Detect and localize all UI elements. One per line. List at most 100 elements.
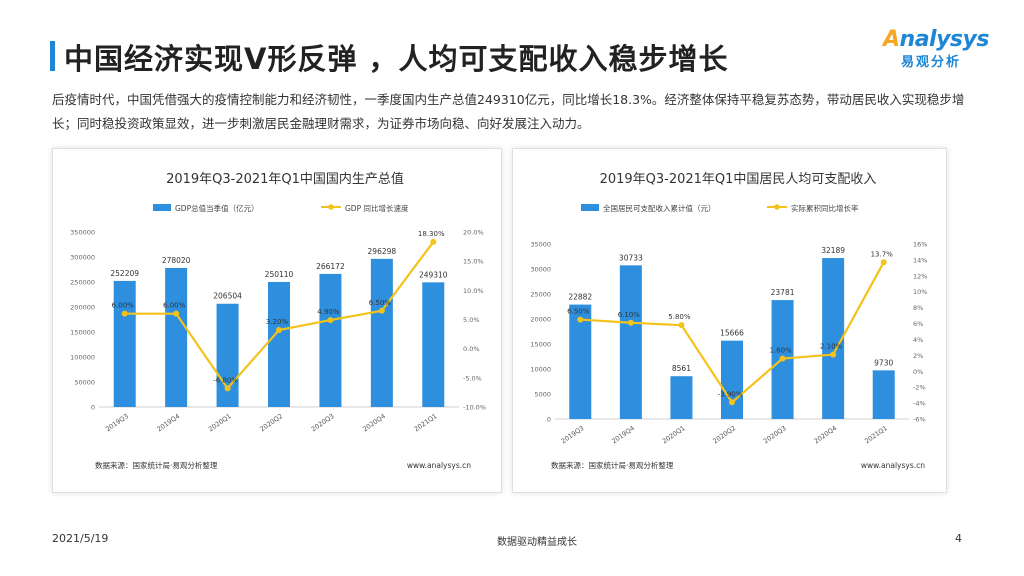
growth-value-label: 3.20%	[266, 318, 289, 326]
analysys-logo: Analysys 易观分析	[883, 27, 989, 71]
bar-value-label: 15666	[720, 329, 744, 338]
gdp-chart: 2019年Q3-2021年Q1中国国内生产总值 GDP总值当季值（亿元） GDP 同…	[70, 171, 486, 470]
growth-value-label: 5.80%	[668, 313, 691, 321]
y-right-tick-label: 5.0%	[463, 316, 480, 324]
income-chart-panel: 2019年Q3-2021年Q1中国居民人均可支配收入全国居民可支配收入累计值（元…	[512, 148, 947, 493]
legend-line-label: 实际累积同比增长率	[791, 203, 859, 213]
x-tick-label: 2019Q4	[156, 412, 182, 433]
bar-value-label: 9730	[874, 358, 893, 367]
y-left-tick-label: 30000	[530, 266, 551, 274]
y-right-tick-label: 8%	[913, 304, 923, 312]
y-left-tick-label: 20000	[530, 316, 551, 324]
bar-value-label: 250110	[265, 270, 294, 279]
growth-point	[430, 238, 437, 245]
bar	[216, 303, 239, 407]
chart-website: www.analysys.cn	[861, 461, 925, 470]
intro-paragraph: 后疫情时代，中国凭借强大的疫情控制能力和经济韧性，一季度国内生产总值249310…	[52, 92, 965, 131]
bar-value-label: 32189	[821, 246, 845, 255]
x-tick-label: 2019Q4	[610, 424, 636, 445]
x-tick-label: 2020Q4	[361, 412, 387, 433]
growth-point	[729, 399, 735, 406]
y-right-tick-label: 4%	[913, 336, 923, 344]
bar	[370, 258, 393, 407]
x-tick-label: 2021Q1	[863, 424, 889, 445]
x-tick-label: 2021Q1	[413, 412, 439, 433]
y-left-tick-label: 0	[91, 404, 95, 412]
bar-value-label: 30733	[619, 253, 643, 262]
y-right-tick-label: 14%	[913, 256, 927, 264]
growth-value-label: 6.00%	[163, 302, 186, 310]
growth-point	[577, 316, 584, 323]
legend-bar-label: 全国居民可支配收入累计值（元）	[603, 203, 716, 213]
bar-value-label: 296298	[368, 247, 397, 256]
chart-source: 数据来源：国家统计局·易观分析整理	[95, 460, 218, 470]
growth-value-label: 6.00%	[112, 302, 135, 310]
y-left-tick-label: 100000	[70, 354, 95, 362]
growth-point	[678, 322, 685, 329]
y-left-tick-label: 350000	[70, 229, 95, 237]
growth-point	[276, 327, 282, 333]
y-left-tick-label: 25000	[530, 291, 551, 299]
growth-point	[327, 317, 334, 324]
bar	[619, 265, 642, 419]
legend-bar-label: GDP总值当季值（亿元）	[175, 203, 259, 213]
y-left-tick-label: 200000	[70, 304, 95, 312]
growth-point	[627, 319, 634, 326]
bar	[113, 280, 136, 407]
footer-slogan: 数据驱动精益成长	[497, 537, 577, 548]
bar-value-label: 22882	[568, 293, 592, 302]
bar	[670, 376, 693, 419]
x-tick-label: 2020Q2	[258, 412, 284, 433]
growth-value-label: -3.90%	[718, 390, 743, 398]
gdp-chart-panel: 2019年Q3-2021年Q1中国国内生产总值 GDP总值当季值（亿元） GDP 同…	[52, 148, 502, 493]
y-left-tick-label: 10000	[530, 366, 551, 374]
y-right-tick-label: 10%	[913, 288, 927, 296]
x-tick-label: 2020Q1	[661, 424, 687, 445]
growth-point	[779, 355, 786, 362]
bar	[872, 370, 895, 419]
y-right-tick-label: -6%	[913, 416, 926, 424]
legend-bar-swatch	[581, 204, 599, 211]
y-right-tick-label: 15.0%	[463, 258, 484, 266]
growth-point	[880, 259, 887, 266]
y-left-tick-label: 5000	[534, 391, 551, 399]
chart-title: 2019年Q3-2021年Q1中国居民人均可支配收入	[600, 172, 877, 187]
x-tick-label: 2020Q2	[711, 424, 737, 445]
y-left-tick-label: 150000	[70, 329, 95, 337]
growth-point	[121, 310, 128, 317]
growth-value-label: 6.50%	[369, 299, 392, 307]
y-right-tick-label: -2%	[913, 384, 926, 392]
bar-value-label: 23781	[771, 288, 795, 297]
chart-source: 数据来源：国家统计局·易观分析整理	[551, 460, 674, 470]
y-right-tick-label: 2%	[913, 352, 923, 360]
growth-value-label: 18.30%	[418, 230, 445, 238]
y-right-tick-label: 20.0%	[463, 229, 484, 237]
y-right-tick-label: 16%	[913, 241, 927, 249]
bar-value-label: 249310	[419, 270, 448, 279]
growth-point	[830, 351, 837, 358]
y-right-tick-label: 10.0%	[463, 287, 484, 295]
bar	[165, 267, 188, 407]
y-right-tick-label: -10.0%	[463, 404, 486, 412]
page-number: 4	[955, 532, 962, 545]
growth-value-label: 1.60%	[769, 347, 792, 355]
growth-value-label: 2.10%	[820, 343, 843, 351]
x-tick-label: 2020Q3	[762, 424, 788, 445]
chart-title: 2019年Q3-2021年Q1中国国内生产总值	[166, 171, 404, 187]
bar	[822, 258, 845, 419]
legend-bar-swatch	[153, 204, 171, 211]
y-right-tick-label: -4%	[913, 400, 926, 408]
y-right-tick-label: 0%	[913, 368, 923, 376]
growth-value-label: 13.7%	[871, 250, 894, 258]
bar	[721, 340, 743, 419]
bar-value-label: 266172	[316, 262, 345, 271]
y-right-tick-label: 6%	[913, 320, 923, 328]
x-tick-label: 2019Q3	[104, 412, 130, 433]
chart-website: www.analysys.cn	[407, 461, 471, 470]
y-left-tick-label: 35000	[530, 241, 551, 249]
growth-point	[173, 310, 180, 317]
y-left-tick-label: 50000	[74, 379, 95, 387]
y-right-tick-label: 12%	[913, 272, 927, 280]
bar-value-label: 252209	[110, 269, 139, 278]
growth-value-label: 4.90%	[317, 308, 340, 316]
